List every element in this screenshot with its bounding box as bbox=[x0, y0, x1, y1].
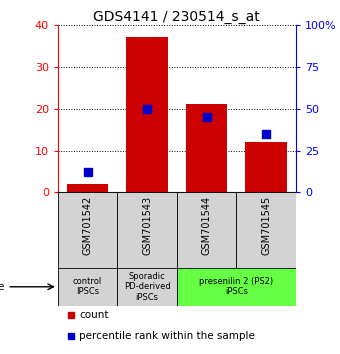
Text: GSM701545: GSM701545 bbox=[261, 195, 271, 255]
Text: GSM701542: GSM701542 bbox=[83, 195, 92, 255]
Text: control
IPSCs: control IPSCs bbox=[73, 277, 102, 297]
Text: cell line: cell line bbox=[0, 282, 4, 292]
Text: GSM701544: GSM701544 bbox=[202, 195, 211, 255]
Text: GSM701543: GSM701543 bbox=[142, 195, 152, 255]
Point bbox=[85, 170, 90, 175]
Bar bbox=[236, 193, 296, 268]
Text: Sporadic
PD-derived
iPSCs: Sporadic PD-derived iPSCs bbox=[124, 272, 170, 302]
Bar bbox=[58, 268, 117, 306]
Bar bbox=[245, 142, 287, 193]
Title: GDS4141 / 230514_s_at: GDS4141 / 230514_s_at bbox=[94, 10, 260, 24]
Text: count: count bbox=[79, 310, 109, 320]
Bar bbox=[126, 38, 168, 193]
Point bbox=[144, 106, 150, 112]
Bar bbox=[67, 184, 108, 193]
Point bbox=[204, 114, 209, 120]
Bar bbox=[177, 268, 296, 306]
Text: presenilin 2 (PS2)
iPSCs: presenilin 2 (PS2) iPSCs bbox=[199, 277, 273, 297]
Bar bbox=[177, 193, 236, 268]
Bar bbox=[186, 104, 227, 193]
Bar bbox=[117, 268, 177, 306]
Bar bbox=[58, 193, 117, 268]
Text: percentile rank within the sample: percentile rank within the sample bbox=[79, 331, 255, 341]
Bar bbox=[117, 193, 177, 268]
Point bbox=[263, 131, 269, 137]
